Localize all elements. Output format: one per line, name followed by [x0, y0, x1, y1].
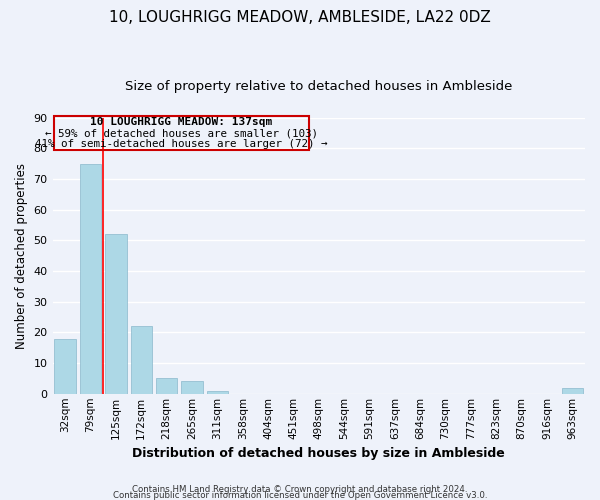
Text: 10, LOUGHRIGG MEADOW, AMBLESIDE, LA22 0DZ: 10, LOUGHRIGG MEADOW, AMBLESIDE, LA22 0D…	[109, 10, 491, 25]
Bar	[562, 388, 583, 394]
Y-axis label: Number of detached properties: Number of detached properties	[15, 163, 28, 349]
Bar	[131, 326, 152, 394]
Bar	[156, 378, 178, 394]
Text: Contains public sector information licensed under the Open Government Licence v3: Contains public sector information licen…	[113, 490, 487, 500]
Title: Size of property relative to detached houses in Ambleside: Size of property relative to detached ho…	[125, 80, 512, 93]
Bar	[206, 390, 228, 394]
X-axis label: Distribution of detached houses by size in Ambleside: Distribution of detached houses by size …	[133, 447, 505, 460]
Bar	[105, 234, 127, 394]
Bar	[54, 116, 308, 150]
Bar	[80, 164, 101, 394]
Bar	[181, 382, 203, 394]
Text: Contains HM Land Registry data © Crown copyright and database right 2024.: Contains HM Land Registry data © Crown c…	[132, 484, 468, 494]
Text: ← 59% of detached houses are smaller (103): ← 59% of detached houses are smaller (10…	[45, 128, 318, 138]
Text: 10 LOUGHRIGG MEADOW: 137sqm: 10 LOUGHRIGG MEADOW: 137sqm	[90, 118, 272, 128]
Bar	[55, 338, 76, 394]
Text: 41% of semi-detached houses are larger (72) →: 41% of semi-detached houses are larger (…	[35, 139, 328, 149]
